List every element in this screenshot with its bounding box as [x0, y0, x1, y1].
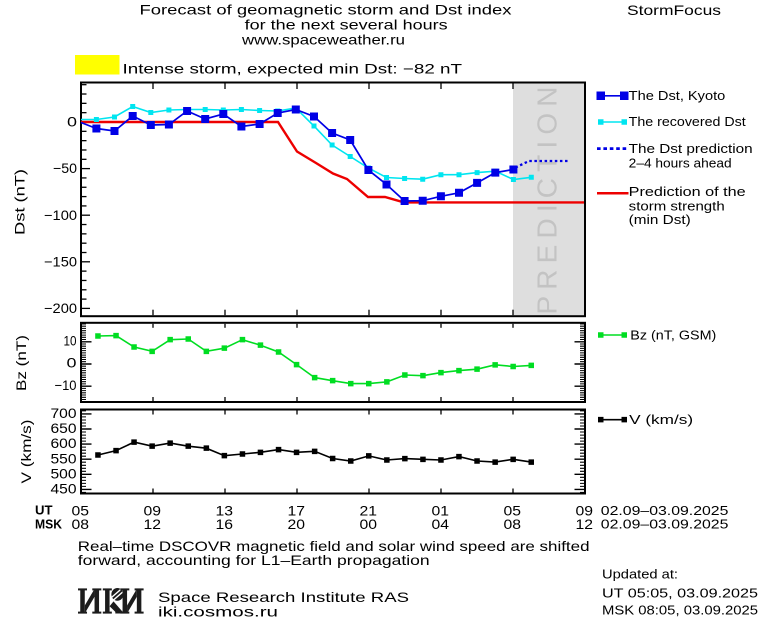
svg-text:04: 04 — [432, 516, 450, 532]
svg-text:700: 700 — [51, 405, 77, 421]
svg-text:UT 05:05, 03.09.2025: UT 05:05, 03.09.2025 — [602, 585, 758, 600]
svg-text:Real–time DSCOVR magnetic fiel: Real–time DSCOVR magnetic field and sola… — [78, 538, 590, 554]
svg-text:The recovered Dst: The recovered Dst — [629, 114, 746, 129]
svg-text:Space Research Institute RAS: Space Research Institute RAS — [158, 589, 409, 605]
svg-text:for the next several hours: for the next several hours — [245, 17, 448, 33]
svg-text:V (km/s): V (km/s) — [629, 412, 693, 427]
svg-text:01: 01 — [432, 502, 450, 518]
svg-text:08: 08 — [72, 516, 90, 532]
svg-text:MSK 08:05, 03.09.2025: MSK 08:05, 03.09.2025 — [602, 603, 758, 618]
svg-text:09: 09 — [144, 502, 162, 518]
svg-text:storm strength: storm strength — [629, 199, 725, 214]
svg-text:−50: −50 — [53, 160, 77, 176]
svg-text:17: 17 — [288, 502, 306, 518]
svg-text:650: 650 — [51, 420, 77, 436]
svg-text:The Dst, Kyoto: The Dst, Kyoto — [629, 88, 726, 103]
svg-text:−150: −150 — [44, 253, 77, 269]
svg-text:The Dst prediction: The Dst prediction — [629, 141, 753, 156]
svg-text:2–4 hours ahead: 2–4 hours ahead — [629, 155, 732, 170]
svg-text:Dst (nT): Dst (nT) — [12, 169, 28, 235]
svg-text:20: 20 — [288, 516, 306, 532]
svg-text:12: 12 — [144, 516, 162, 532]
svg-text:450: 450 — [51, 481, 77, 497]
svg-text:MSK: MSK — [35, 517, 62, 531]
svg-text:02.09–03.09.2025: 02.09–03.09.2025 — [601, 503, 729, 518]
svg-text:(min Dst): (min Dst) — [629, 212, 691, 227]
svg-text:02.09–03.09.2025: 02.09–03.09.2025 — [601, 516, 729, 531]
svg-text:0: 0 — [67, 355, 77, 371]
svg-text:V (km/s): V (km/s) — [18, 420, 34, 484]
svg-text:09: 09 — [576, 502, 594, 518]
svg-text:iki.cosmos.ru: iki.cosmos.ru — [158, 604, 278, 620]
svg-text:05: 05 — [72, 502, 90, 518]
svg-text:500: 500 — [51, 465, 77, 481]
svg-text:StormFocus: StormFocus — [627, 2, 721, 18]
svg-text:Bz (nT): Bz (nT) — [13, 335, 29, 391]
svg-text:10: 10 — [64, 332, 77, 348]
svg-text:16: 16 — [216, 516, 234, 532]
svg-text:UT: UT — [35, 504, 53, 518]
svg-text:Forecast of geomagnetic storm: Forecast of geomagnetic storm and Dst in… — [140, 2, 512, 18]
svg-text:21: 21 — [360, 502, 378, 518]
svg-text:0: 0 — [67, 114, 77, 130]
svg-text:forward, accounting for L1–Ear: forward, accounting for L1–Earth propaga… — [78, 552, 430, 568]
svg-text:Intense storm, expected min Ds: Intense storm, expected min Dst: −82 nT — [123, 61, 463, 77]
svg-text:Prediction of the: Prediction of the — [629, 184, 746, 199]
svg-text:−200: −200 — [44, 300, 77, 316]
svg-text:600: 600 — [51, 435, 77, 451]
svg-text:05: 05 — [504, 502, 522, 518]
svg-text:www.spaceweather.ru: www.spaceweather.ru — [241, 32, 405, 48]
svg-text:Updated at:: Updated at: — [602, 566, 678, 581]
svg-text:Bz (nT, GSM): Bz (nT, GSM) — [630, 328, 716, 343]
svg-text:−10: −10 — [55, 377, 77, 393]
svg-text:13: 13 — [216, 502, 234, 518]
svg-text:12: 12 — [576, 516, 594, 532]
svg-text:08: 08 — [504, 516, 522, 532]
svg-text:550: 550 — [51, 450, 77, 466]
svg-text:00: 00 — [360, 516, 378, 532]
svg-text:−100: −100 — [44, 207, 77, 223]
